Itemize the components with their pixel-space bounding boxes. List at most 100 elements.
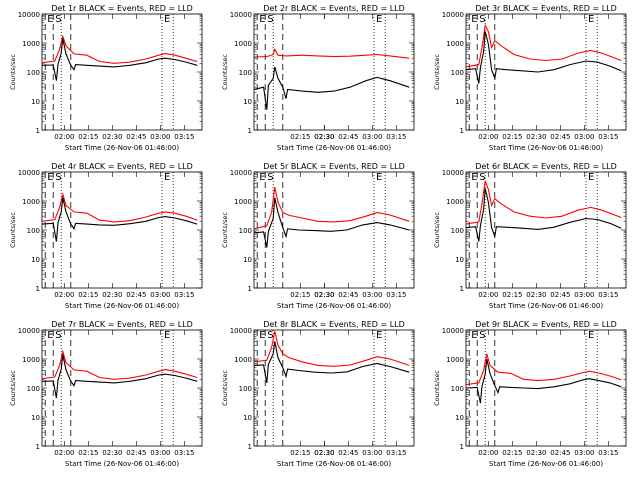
y-tick-label: 10000: [230, 169, 252, 177]
y-tick-label: 100: [451, 227, 464, 235]
series-line-lld: [41, 349, 198, 380]
x-tick-label: 02:15: [290, 133, 310, 141]
y-axis-label: Counts/sec: [221, 212, 229, 248]
x-tick-label: 03:00: [362, 291, 382, 299]
y-axis-label: Counts/sec: [9, 54, 17, 90]
y-axis-label: Counts/sec: [433, 54, 441, 90]
panel-title: Det 4r BLACK = Events, RED = LLD: [51, 162, 193, 171]
x-tick-label: 03:00: [150, 449, 170, 457]
y-tick-label: 10: [31, 98, 40, 106]
y-tick-label: 1000: [234, 198, 252, 206]
detector-panel: Det 3r BLACK = Events, RED = LLD 1 10 100 10…: [433, 4, 627, 152]
y-axis-label: Counts/sec: [433, 370, 441, 406]
x-tick-label: 02:30: [526, 133, 546, 141]
event-marker-label: E: [164, 330, 170, 341]
series-line-events: [253, 66, 410, 110]
x-tick-label: 03:00: [362, 449, 382, 457]
x-axis-label: Start Time (26-Nov-06 01:46:00): [65, 144, 179, 152]
event-marker-label: E: [588, 330, 594, 341]
y-tick-label: 1: [460, 285, 464, 293]
event-marker-label: S: [267, 14, 273, 25]
x-tick-label: 03:15: [386, 449, 406, 457]
x-tick-label: 03:00: [574, 133, 594, 141]
event-marker-label: E: [376, 330, 382, 341]
event-marker-label: E: [47, 330, 53, 341]
x-tick-label: 03:15: [174, 449, 194, 457]
x-tick-label: 03:00: [574, 449, 594, 457]
y-axis-label: Counts/sec: [9, 370, 17, 406]
x-tick-label: 02:30: [102, 133, 122, 141]
series-line-lld: [253, 187, 410, 230]
x-tick-label: 02:00: [478, 449, 498, 457]
y-tick-label: 10: [455, 98, 464, 106]
x-tick-label: 03:15: [174, 291, 194, 299]
y-tick-label: 1: [460, 443, 464, 451]
series-line-lld: [465, 23, 622, 68]
detector-panel: Det 8r BLACK = Events, RED = LLD 1 10 100 10…: [221, 320, 415, 468]
detector-panel: Det 2r BLACK = Events, RED = LLD 1 10 100 10…: [221, 4, 415, 152]
x-tick-label: 02:15: [290, 291, 310, 299]
y-tick-label: 100: [451, 69, 464, 77]
plot-frame: [465, 13, 627, 131]
x-tick-label: 02:15: [290, 449, 310, 457]
y-tick-label: 1000: [234, 40, 252, 48]
series-line-events: [253, 197, 410, 248]
panel-title: Det 7r BLACK = Events, RED = LLD: [51, 320, 193, 329]
event-marker-label: E: [259, 14, 265, 25]
y-tick-label: 100: [27, 227, 40, 235]
event-marker-label: S: [55, 172, 61, 183]
x-tick-label: 02:00: [54, 291, 74, 299]
plot-frame: [253, 171, 415, 289]
series-line-lld: [253, 331, 410, 367]
series-line-events: [465, 358, 622, 404]
y-tick-label: 100: [27, 385, 40, 393]
y-tick-label: 10: [31, 414, 40, 422]
y-tick-label: 10000: [442, 327, 464, 335]
event-marker-label: E: [259, 330, 265, 341]
x-tick-label: 02:00: [478, 133, 498, 141]
event-marker-label: E: [588, 14, 594, 25]
y-tick-label: 100: [451, 385, 464, 393]
x-tick-label: 02:30: [314, 449, 334, 457]
x-tick-label: 03:00: [150, 133, 170, 141]
x-tick-label: 02:30: [314, 291, 334, 299]
y-tick-label: 10: [243, 98, 252, 106]
plot-frame: [41, 13, 203, 131]
x-axis-label: Start Time (26-Nov-06 01:46:00): [277, 460, 391, 468]
series-line-lld: [465, 180, 622, 225]
y-tick-label: 10: [31, 256, 40, 264]
x-tick-label: 02:30: [314, 291, 334, 299]
x-tick-label: 02:15: [502, 133, 522, 141]
panel-title: Det 8r BLACK = Events, RED = LLD: [263, 320, 405, 329]
x-tick-label: 02:45: [338, 133, 358, 141]
x-tick-label: 03:15: [598, 449, 618, 457]
y-tick-label: 1: [36, 285, 40, 293]
x-tick-label: 02:45: [126, 291, 146, 299]
plot-frame: [41, 171, 203, 289]
x-tick-label: 02:00: [478, 291, 498, 299]
detector-panel: Det 9r BLACK = Events, RED = LLD 1 10 100 10…: [433, 320, 627, 468]
x-tick-label: 02:30: [314, 133, 334, 141]
y-tick-label: 100: [239, 385, 252, 393]
x-tick-label: 02:30: [102, 449, 122, 457]
y-tick-label: 1000: [22, 198, 40, 206]
y-tick-label: 100: [239, 227, 252, 235]
panel-title: Det 9r BLACK = Events, RED = LLD: [475, 320, 617, 329]
series-line-lld: [41, 34, 198, 64]
y-tick-label: 10000: [18, 11, 40, 19]
x-axis-label: Start Time (26-Nov-06 01:46:00): [489, 144, 603, 152]
y-axis-label: Counts/sec: [221, 370, 229, 406]
x-tick-label: 02:15: [502, 449, 522, 457]
series-line-lld: [465, 353, 622, 386]
y-tick-label: 100: [27, 69, 40, 77]
x-tick-label: 02:15: [78, 449, 98, 457]
event-marker-label: E: [471, 330, 477, 341]
event-marker-label: E: [471, 14, 477, 25]
x-axis-label: Start Time (26-Nov-06 01:46:00): [65, 460, 179, 468]
panel-title: Det 3r BLACK = Events, RED = LLD: [475, 4, 617, 13]
event-marker-label: E: [164, 172, 170, 183]
y-axis-label: Counts/sec: [221, 54, 229, 90]
y-tick-label: 10: [243, 256, 252, 264]
panel-title: Det 1r BLACK = Events, RED = LLD: [51, 4, 193, 13]
event-marker-label: E: [47, 14, 53, 25]
